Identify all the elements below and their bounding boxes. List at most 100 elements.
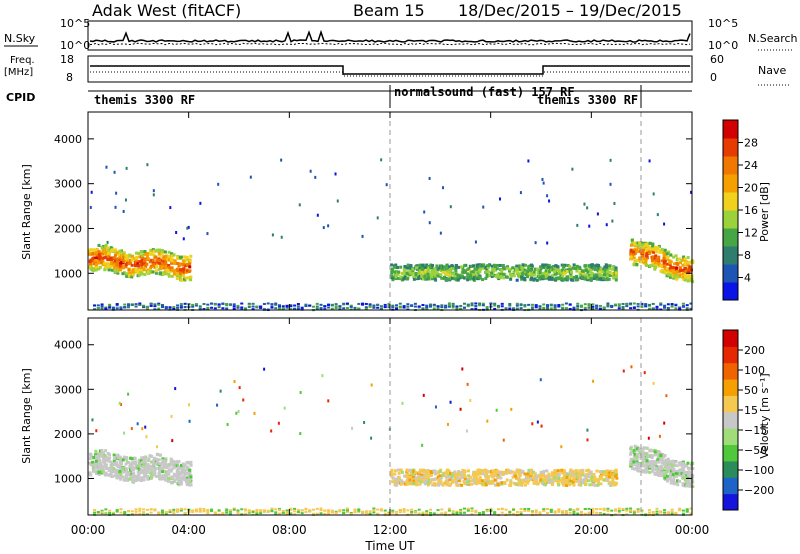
data-cell <box>436 475 440 479</box>
data-cell <box>433 482 437 486</box>
data-cell <box>674 274 678 278</box>
data-cell <box>167 468 171 472</box>
data-cell <box>98 462 102 466</box>
data-cell <box>198 509 202 512</box>
data-cell <box>118 255 122 259</box>
data-cell <box>421 479 425 483</box>
data-cell <box>130 427 133 431</box>
data-cell <box>509 479 513 483</box>
data-cell <box>113 462 117 466</box>
data-cell <box>173 474 177 478</box>
data-cell <box>444 471 448 475</box>
data-cell <box>131 254 135 258</box>
data-cell <box>146 270 150 274</box>
data-cell <box>490 471 494 475</box>
data-cell <box>441 483 445 487</box>
data-cell <box>526 474 530 478</box>
data-cell <box>461 367 464 371</box>
y-tick-label: 4000 <box>54 133 82 146</box>
data-cell <box>420 275 424 279</box>
data-cell <box>179 263 183 267</box>
data-cell <box>605 469 609 473</box>
data-cell <box>88 249 92 253</box>
data-cell <box>113 470 117 474</box>
data-cell <box>672 475 676 479</box>
data-cell <box>150 252 154 256</box>
data-cell <box>587 472 591 476</box>
data-cell <box>569 270 573 274</box>
data-cell <box>520 277 524 281</box>
data-cell <box>542 307 546 310</box>
data-cell <box>602 277 606 281</box>
data-cell <box>504 508 508 511</box>
data-cell <box>189 278 193 282</box>
data-cell <box>586 428 589 432</box>
data-cell <box>111 513 115 516</box>
data-cell <box>534 304 538 307</box>
data-cell <box>550 471 554 475</box>
data-cell <box>668 259 672 263</box>
data-cell <box>134 256 138 260</box>
data-cell <box>390 267 394 271</box>
data-cell <box>395 510 399 513</box>
data-cell <box>601 270 605 274</box>
data-cell <box>633 248 637 252</box>
data-cell <box>659 264 663 268</box>
data-cell <box>425 307 429 310</box>
data-cell <box>146 163 149 167</box>
data-cell <box>629 307 633 310</box>
data-cell <box>88 252 92 256</box>
data-cell <box>576 307 580 310</box>
data-cell <box>632 457 636 461</box>
data-cell <box>660 458 664 462</box>
data-cell <box>94 469 98 473</box>
data-cell <box>581 271 585 275</box>
data-cell <box>225 302 229 305</box>
data-cell <box>447 469 451 473</box>
data-cell <box>172 466 176 470</box>
data-cell <box>486 266 490 270</box>
data-cell <box>168 306 172 309</box>
data-cell <box>664 458 668 462</box>
data-cell <box>142 471 146 475</box>
data-cell <box>496 273 500 277</box>
data-cell <box>654 258 658 262</box>
data-cell <box>194 304 198 307</box>
data-cell <box>152 459 156 463</box>
data-cell <box>531 422 534 426</box>
data-cell <box>530 273 534 277</box>
data-cell <box>94 265 98 269</box>
data-cell <box>663 248 667 252</box>
data-cell <box>679 268 683 272</box>
data-cell <box>146 252 150 256</box>
data-cell <box>345 510 349 513</box>
data-cell <box>315 305 319 308</box>
data-cell <box>484 481 488 485</box>
data-cell <box>406 308 410 311</box>
data-cell <box>665 470 669 474</box>
data-cell <box>659 467 663 471</box>
data-cell <box>400 271 404 275</box>
data-cell <box>668 275 672 279</box>
data-cell <box>589 470 593 474</box>
data-cell <box>135 258 139 262</box>
data-cell <box>128 272 132 276</box>
data-cell <box>171 459 175 463</box>
data-cell <box>670 479 674 483</box>
data-cell <box>666 257 670 261</box>
data-cell <box>632 463 636 467</box>
data-cell <box>136 264 140 268</box>
data-cell <box>569 468 573 472</box>
data-cell <box>659 303 663 306</box>
data-cell <box>225 304 229 307</box>
data-cell <box>480 479 484 483</box>
data-cell <box>513 474 517 478</box>
data-cell <box>106 451 110 455</box>
data-cell <box>475 476 479 480</box>
data-cell <box>610 480 614 484</box>
data-cell <box>151 469 155 473</box>
data-cell <box>468 475 472 479</box>
y-tick-label: 3000 <box>54 178 82 191</box>
data-cell <box>396 276 400 280</box>
data-cell <box>444 272 448 276</box>
